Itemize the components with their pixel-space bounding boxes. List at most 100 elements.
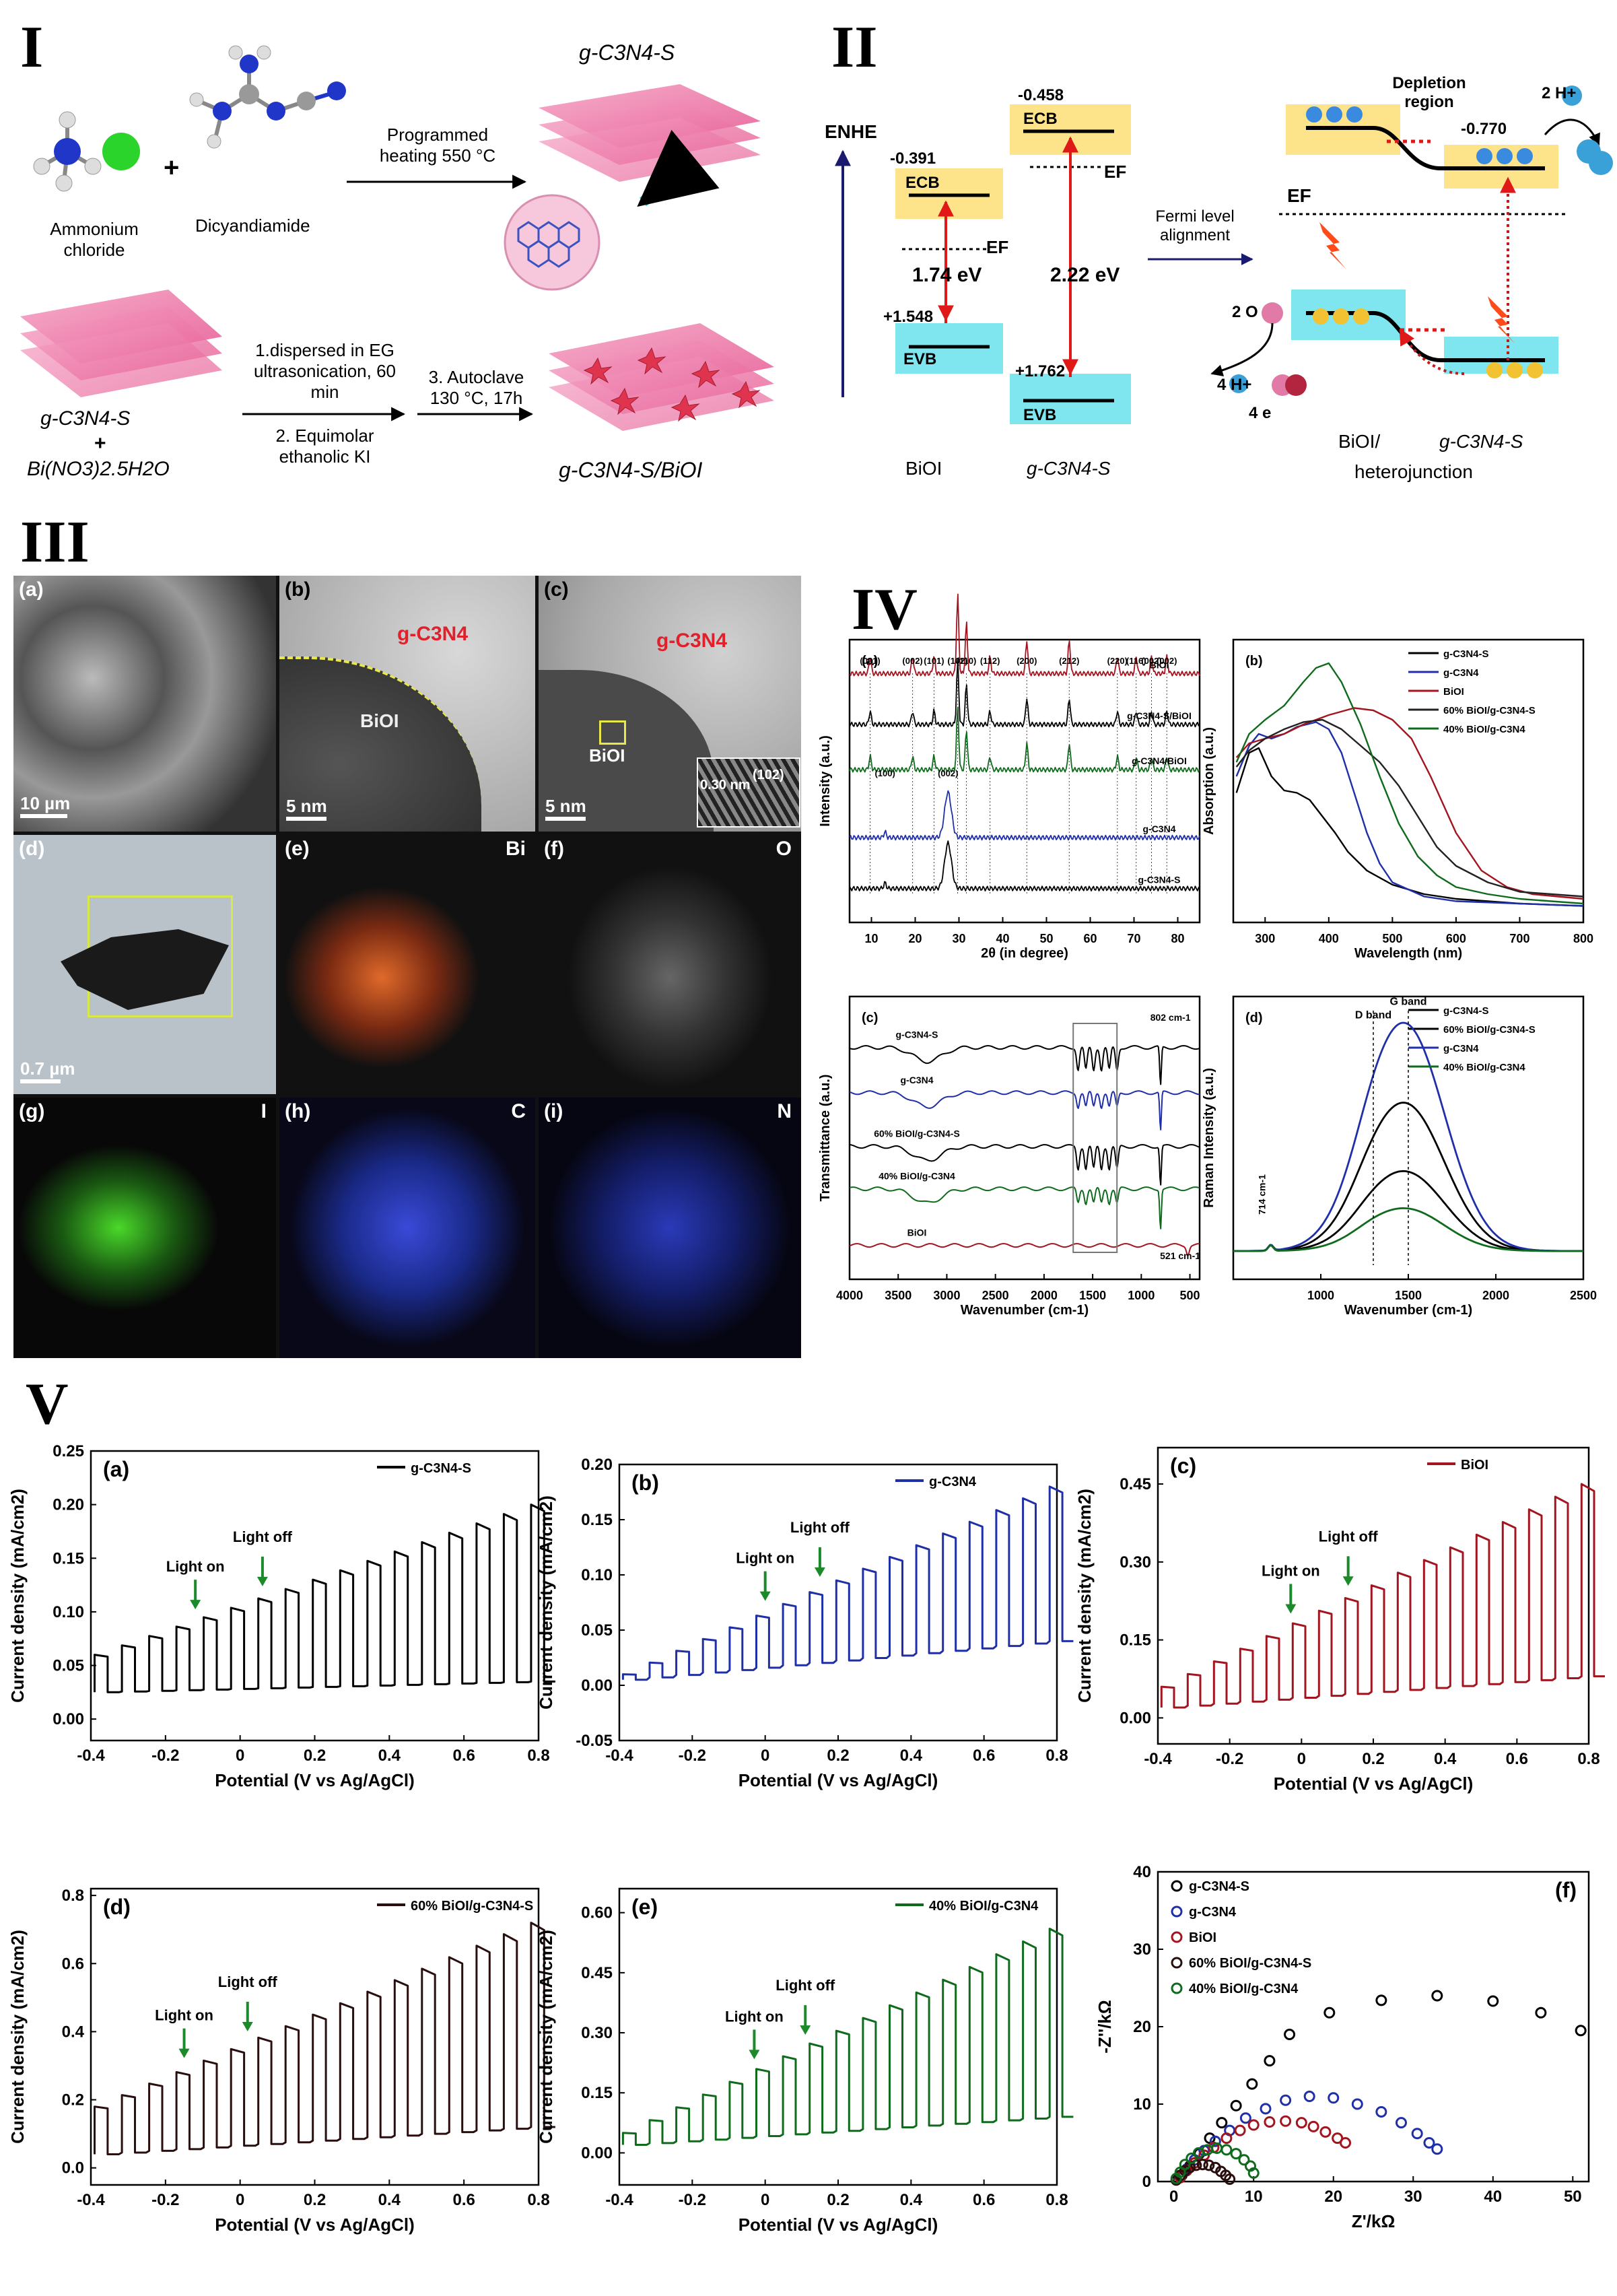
x-tick-label: 10 bbox=[864, 932, 878, 945]
gcn-name: g-C3N4-S bbox=[1027, 458, 1111, 479]
ftir-series-label: BiOI bbox=[907, 1227, 927, 1238]
y-tick-label: 0.10 bbox=[53, 1603, 84, 1621]
light-arrow-head bbox=[256, 1576, 268, 1586]
y-tick-label: 0.20 bbox=[53, 1496, 84, 1514]
legend-entry: g-C3N4-S bbox=[1443, 648, 1489, 660]
y-tick-label: 0.6 bbox=[62, 1955, 84, 1973]
bismuth-nitrate-label: Bi(NO3)2.5H2O bbox=[27, 458, 170, 480]
plot-frame bbox=[1232, 638, 1585, 924]
y-tick-label: 10 bbox=[1133, 2095, 1151, 2114]
photocurrent-trace bbox=[94, 1504, 555, 1693]
x-tick-label: 40 bbox=[1484, 2188, 1502, 2206]
x-tick-label: -0.2 bbox=[679, 1747, 706, 1765]
annotation: G band bbox=[1389, 997, 1426, 1008]
legend-entry: 40% BiOI/g-C3N4 bbox=[1443, 724, 1525, 735]
x-tick-label: 0.2 bbox=[304, 2191, 326, 2209]
nyquist-point bbox=[1575, 2025, 1587, 2037]
x-tick-label: 400 bbox=[1319, 932, 1339, 945]
nyquist-point bbox=[1295, 2117, 1307, 2129]
nyquist-point bbox=[1264, 2055, 1276, 2067]
x-tick-label: 3000 bbox=[933, 1289, 960, 1302]
depletion-region-label: Depletion region bbox=[1392, 74, 1466, 111]
light-tag: Light on bbox=[166, 1558, 225, 1575]
light-tag: Light on bbox=[736, 1550, 794, 1567]
xrd-series-label: g-C3N4 bbox=[1142, 823, 1175, 834]
panel-label: (d) bbox=[1245, 1011, 1263, 1025]
nyquist-point bbox=[1431, 1990, 1443, 2002]
x-tick-label: 1500 bbox=[1079, 1289, 1106, 1302]
nyquist-point bbox=[1487, 1995, 1499, 2007]
light-tag: Light off bbox=[1319, 1528, 1379, 1545]
nyquist-point bbox=[1239, 2112, 1251, 2124]
y-tick-label: 0.15 bbox=[581, 1511, 613, 1529]
light-arrow-head bbox=[800, 2025, 811, 2035]
hetero-gcn-label: g-C3N4-S bbox=[1439, 431, 1523, 452]
bioi-name: BiOI bbox=[905, 458, 942, 479]
ftir-series bbox=[849, 1045, 1200, 1085]
product1-label: g-C3N4-S bbox=[579, 40, 675, 65]
x-axis-label: Wavelength (nm) bbox=[1354, 946, 1462, 961]
x-tick-label: 2500 bbox=[1570, 1289, 1597, 1302]
y-tick-label: 0.00 bbox=[53, 1710, 84, 1728]
nyquist-point bbox=[1209, 2135, 1221, 2147]
photocurrent-trace bbox=[621, 1928, 1074, 2146]
ftir-series-label: g-C3N4-S bbox=[895, 1029, 938, 1040]
panel-label: (a) bbox=[103, 1457, 129, 1481]
legend-entry: g-C3N4 bbox=[1189, 1905, 1237, 1920]
legend-entry: 60% BiOI/g-C3N4-S bbox=[1443, 705, 1536, 716]
gcn-cb-value: -0.458 bbox=[1018, 86, 1064, 104]
gcn-sheet-start bbox=[20, 290, 222, 397]
panel-label: (b) bbox=[1245, 654, 1263, 669]
nyquist-point bbox=[1196, 2159, 1208, 2171]
legend-entry: 40% BiOI/g-C3N4 bbox=[1189, 1982, 1299, 1996]
legend-entry: 60% BiOI/g-C3N4-S bbox=[1443, 1024, 1536, 1036]
legend-swatch bbox=[1171, 1957, 1183, 1969]
highlight-box bbox=[1072, 1023, 1118, 1253]
gcn-vb-value: +1.762 bbox=[1015, 362, 1066, 380]
peak-label: (001) bbox=[860, 656, 880, 666]
ftir-series bbox=[849, 1144, 1200, 1186]
x-tick-label: 0.2 bbox=[1362, 1750, 1384, 1768]
plot-frame bbox=[90, 1450, 540, 1742]
x-tick-label: 800 bbox=[1573, 932, 1593, 945]
nyquist-point bbox=[1260, 2103, 1272, 2115]
nyquist-point bbox=[1234, 2124, 1246, 2136]
bioi-ef-label: EF bbox=[986, 237, 1009, 257]
section-I-label: I bbox=[20, 15, 44, 80]
y-axis-label: Current density (mA/cm2) bbox=[536, 1495, 556, 1710]
xrd-series-BiOI bbox=[849, 593, 1200, 677]
legend-entry: g-C3N4-S bbox=[1189, 1879, 1249, 1894]
x-tick-label: 3500 bbox=[885, 1289, 911, 1302]
peak-label: (116) bbox=[1126, 656, 1146, 666]
legend-entry: 60% BiOI/g-C3N4-S bbox=[1189, 1956, 1311, 1971]
chart-Vf: 0 10 20 30 40 50 0 10 20 30 40 Z'/kΩ -Z''/kΩ (f) g-C3N… bbox=[1095, 1863, 1590, 2231]
hetero-ef-label: EF bbox=[1287, 185, 1311, 206]
heating-step-label: Programmed heating 550 °C bbox=[379, 125, 496, 166]
h-plus-label: 4 H+ bbox=[1217, 376, 1252, 394]
light-arrow-head bbox=[749, 2050, 760, 2060]
y-tick-label: 0.45 bbox=[581, 1964, 613, 1982]
ftir-series-label: 40% BiOI/g-C3N4 bbox=[879, 1171, 955, 1182]
x-tick-label: 0.6 bbox=[973, 1747, 995, 1765]
y-axis-label: Intensity (a.u.) bbox=[818, 735, 833, 827]
nyquist-point bbox=[1224, 2173, 1236, 2186]
start-plus: + bbox=[94, 432, 106, 454]
y-axis-label: -Z''/kΩ bbox=[1095, 2000, 1115, 2053]
hrtem-image-c: (c) g-C3N4 BiOI 0.30 nm (102) 5 nm bbox=[539, 576, 801, 832]
x-axis-label: Potential (V vs Ag/AgCl) bbox=[738, 2215, 938, 2235]
nyquist-point bbox=[1179, 2159, 1191, 2171]
legend-swatch bbox=[1171, 1982, 1183, 1994]
ftir-series bbox=[849, 1243, 1200, 1256]
x-tick-label: -0.2 bbox=[151, 2191, 179, 2209]
x-tick-label: 2000 bbox=[1482, 1289, 1509, 1302]
product2-label: g-C3N4-S/BiOI bbox=[559, 458, 703, 482]
gcn-bioi-composite bbox=[549, 323, 774, 431]
chart-IVa: 10 20 30 40 50 60 70 80 2θ (in degree) Intensity … bbox=[818, 593, 1201, 961]
holes bbox=[1313, 308, 1543, 378]
y-tick-label: 0.10 bbox=[581, 1566, 613, 1584]
legend-entry: g-C3N4 bbox=[1443, 1043, 1479, 1054]
chart-Vd: -0.4 -0.2 0 0.2 0.4 0.6 0.8 0.0 0.2 0.4 0.6 0.8 Pote… bbox=[7, 1887, 555, 2235]
gcn-gap-label: 2.22 eV bbox=[1050, 264, 1120, 286]
xrd-series-g-C3N4 bbox=[849, 790, 1200, 841]
plot-frame bbox=[1157, 1446, 1590, 1745]
